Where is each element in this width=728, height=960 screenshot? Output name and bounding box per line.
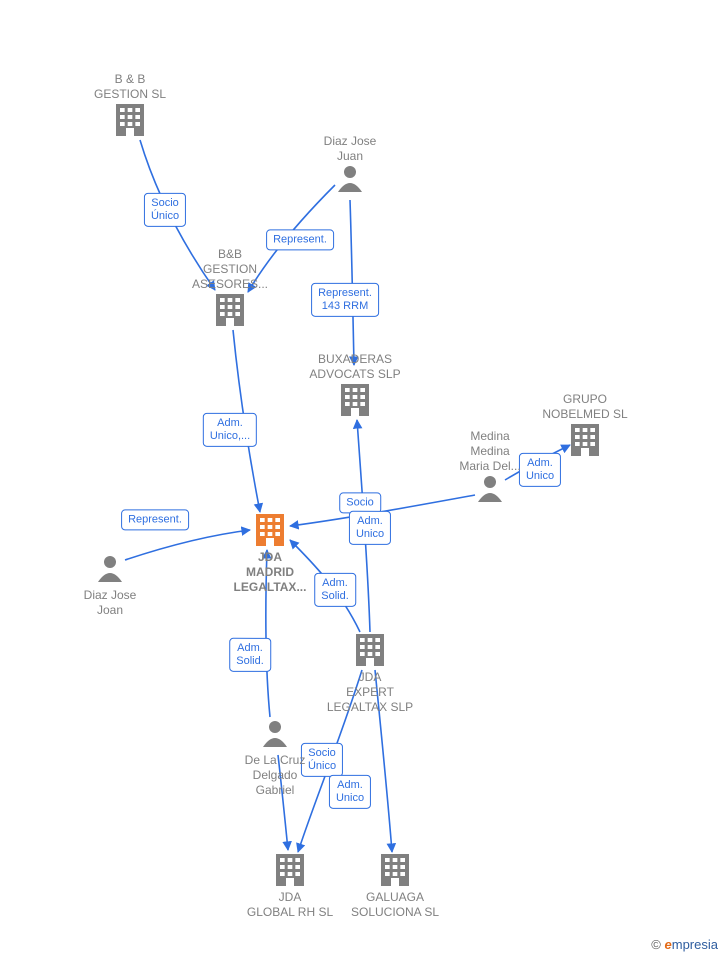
copyright-e: e	[665, 937, 672, 952]
edge-diaz_jose_joan-to-jda_madrid	[125, 530, 250, 560]
building-icon-jda_global_rh[interactable]	[276, 854, 304, 886]
edge-jda_expert-to-jda_madrid	[290, 540, 360, 632]
edge-de_la_cruz-to-jda_global_rh	[278, 755, 288, 850]
edge-medina-to-grupo_nobelmed	[505, 445, 570, 480]
copyright-rest: mpresia	[672, 937, 718, 952]
edge-jda_expert-to-jda_global_rh	[298, 670, 362, 852]
edge-diaz_jose_juan-to-buxaderas	[350, 200, 354, 365]
building-icon-jda_expert[interactable]	[356, 634, 384, 666]
person-icon-medina[interactable]	[478, 476, 502, 502]
building-icon-bb_gestion_ases[interactable]	[216, 294, 244, 326]
person-icon-diaz_jose_joan[interactable]	[98, 556, 122, 582]
person-icon-diaz_jose_juan[interactable]	[338, 166, 362, 192]
edge-jda_expert-to-buxaderas	[357, 420, 370, 632]
diagram-canvas	[0, 0, 728, 960]
edge-de_la_cruz-to-jda_madrid	[266, 550, 270, 717]
edge-bb_gestion_sl-to-bb_gestion_ases	[140, 140, 215, 290]
copyright-symbol: ©	[651, 937, 661, 952]
building-icon-jda_madrid[interactable]	[256, 514, 284, 546]
edge-diaz_jose_juan-to-bb_gestion_ases	[248, 185, 335, 292]
building-icon-galuaga[interactable]	[381, 854, 409, 886]
building-icon-buxaderas[interactable]	[341, 384, 369, 416]
edge-jda_expert-to-galuaga	[375, 670, 392, 852]
building-icon-grupo_nobelmed[interactable]	[571, 424, 599, 456]
copyright: © empresia	[651, 937, 718, 952]
edge-medina-to-jda_madrid	[290, 495, 475, 526]
person-icon-de_la_cruz[interactable]	[263, 721, 287, 747]
edge-bb_gestion_ases-to-jda_madrid	[233, 330, 260, 512]
building-icon-bb_gestion_sl[interactable]	[116, 104, 144, 136]
